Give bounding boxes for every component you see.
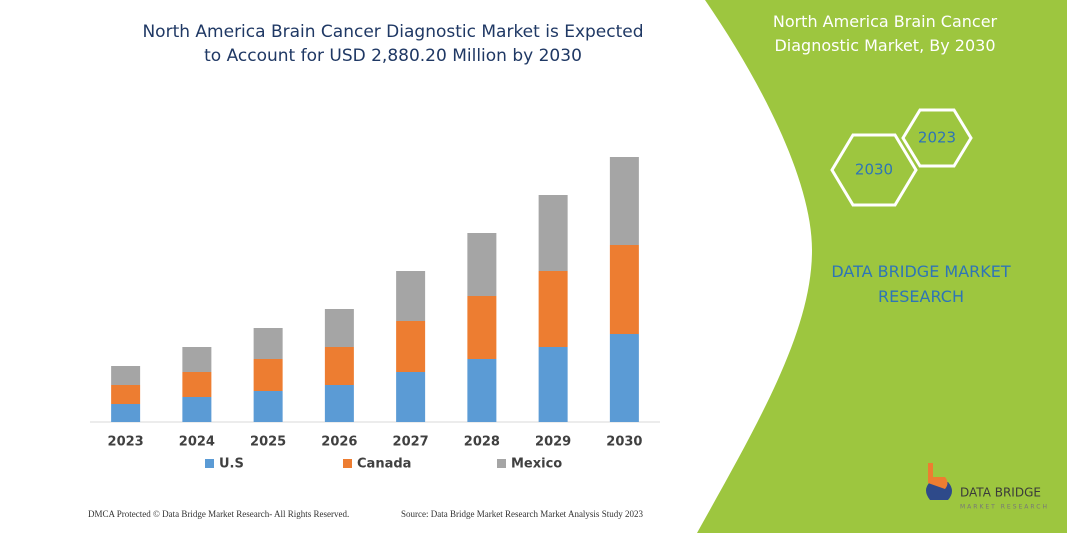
side-title: North America Brain Cancer Diagnostic Ma… [772,12,998,55]
bar-segment [111,366,141,385]
x-tick-label: 2030 [606,435,642,450]
bar-segment [324,347,354,385]
x-tick-label: 2028 [464,435,500,450]
bar-segment [538,347,568,422]
bar-segment [111,385,141,404]
bar-segment [182,397,212,422]
logo-tagline: MARKET RESEARCH [960,504,1049,511]
legend-swatch [205,459,214,468]
bar-segment [324,385,354,422]
footer-right: Source: Data Bridge Market Research Mark… [401,509,643,519]
bar-segment [182,347,212,372]
bar-segment [467,359,497,422]
footer-left: DMCA Protected © Data Bridge Market Rese… [88,509,349,519]
brand-text: DATA BRIDGE MARKET RESEARCH [831,262,1011,306]
bar-segment [538,195,568,271]
bar-segment [609,334,639,422]
bar-segment [396,372,426,422]
x-tick-label: 2025 [250,435,286,450]
side-panel-bg [697,0,1067,533]
bar-segment [538,271,568,347]
legend-swatch [343,459,352,468]
bar-segment [467,233,497,296]
x-tick-label: 2029 [535,435,571,450]
bar-segment [253,359,283,391]
badge-hexagon [901,108,973,168]
x-tick-label: 2027 [393,435,429,450]
bar-segment [111,404,141,422]
bar-segment [253,328,283,359]
logo-mark [928,463,948,489]
bar-segment [609,157,639,245]
badge-hexagon [830,133,918,207]
bar-segment [253,391,283,422]
badge-label: 2023 [918,129,956,147]
badge-label: 2030 [855,161,893,179]
bar-segment [609,245,639,334]
bar-segment [182,372,212,397]
bar-segment [396,271,426,321]
bar-segment [396,321,426,372]
legend-swatch [497,459,506,468]
x-tick-label: 2026 [321,435,357,450]
chart-title: North America Brain Cancer Diagnostic Ma… [142,22,644,66]
bar-segment [467,296,497,359]
bar-segment [324,309,354,347]
legend-label: U.S [219,457,244,472]
x-tick-label: 2023 [108,435,144,450]
legend-label: Canada [357,457,411,472]
legend-label: Mexico [511,457,562,472]
logo-name: DATA BRIDGE [960,486,1041,500]
x-tick-label: 2024 [179,435,215,450]
